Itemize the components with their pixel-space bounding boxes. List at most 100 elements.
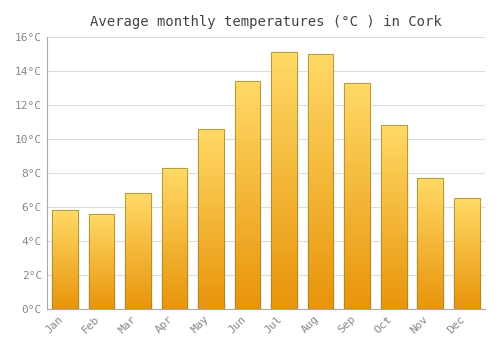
Bar <box>126 214 151 215</box>
Bar <box>418 179 443 181</box>
Bar <box>235 104 260 106</box>
Bar <box>454 198 479 200</box>
Bar <box>52 236 78 237</box>
Bar <box>162 286 188 288</box>
Bar <box>126 261 151 262</box>
Bar <box>162 257 188 258</box>
Bar <box>344 164 370 167</box>
Bar <box>344 108 370 110</box>
Bar <box>198 244 224 246</box>
Bar <box>454 220 479 222</box>
Bar <box>418 232 443 233</box>
Bar <box>162 227 188 229</box>
Bar <box>235 220 260 222</box>
Bar <box>198 174 224 176</box>
Bar <box>126 229 151 230</box>
Bar <box>381 195 406 197</box>
Bar <box>162 190 188 192</box>
Bar <box>89 247 114 248</box>
Bar <box>89 219 114 220</box>
Bar <box>454 246 479 247</box>
Bar <box>344 158 370 160</box>
Bar <box>381 162 406 164</box>
Bar <box>381 169 406 171</box>
Bar <box>308 110 334 113</box>
Bar <box>235 186 260 188</box>
Bar <box>198 280 224 282</box>
Bar <box>344 221 370 223</box>
Bar <box>52 210 78 211</box>
Bar <box>162 195 188 196</box>
Bar <box>198 300 224 302</box>
Bar <box>198 199 224 201</box>
Bar <box>52 274 78 275</box>
Bar <box>272 237 297 239</box>
Bar <box>198 224 224 226</box>
Bar <box>198 276 224 278</box>
Bar <box>381 278 406 279</box>
Bar <box>89 287 114 288</box>
Bar <box>418 208 443 209</box>
Bar <box>308 54 334 309</box>
Bar <box>89 295 114 296</box>
Bar <box>162 247 188 248</box>
Bar <box>52 286 78 287</box>
Bar <box>418 195 443 196</box>
Bar <box>89 276 114 277</box>
Bar <box>52 250 78 251</box>
Bar <box>89 231 114 232</box>
Bar <box>454 244 479 245</box>
Bar <box>198 237 224 239</box>
Bar <box>454 271 479 272</box>
Bar <box>52 225 78 226</box>
Bar <box>52 305 78 306</box>
Bar <box>344 162 370 164</box>
Bar <box>126 258 151 259</box>
Bar <box>454 260 479 261</box>
Bar <box>52 285 78 286</box>
Bar <box>52 295 78 296</box>
Bar <box>272 86 297 88</box>
Bar <box>308 133 334 135</box>
Bar <box>198 158 224 159</box>
Bar <box>381 274 406 276</box>
Bar <box>308 278 334 281</box>
Bar <box>198 138 224 140</box>
Bar <box>235 216 260 218</box>
Bar <box>272 291 297 293</box>
Bar <box>454 276 479 277</box>
Title: Average monthly temperatures (°C ) in Cork: Average monthly temperatures (°C ) in Co… <box>90 15 442 29</box>
Bar <box>52 237 78 238</box>
Bar <box>418 196 443 198</box>
Bar <box>89 264 114 265</box>
Bar <box>454 216 479 217</box>
Bar <box>126 298 151 300</box>
Bar <box>381 125 406 127</box>
Bar <box>162 210 188 211</box>
Bar <box>344 241 370 243</box>
Bar <box>454 235 479 236</box>
Bar <box>198 233 224 235</box>
Bar <box>308 179 334 181</box>
Bar <box>381 305 406 307</box>
Bar <box>162 300 188 302</box>
Bar <box>454 308 479 309</box>
Bar <box>344 191 370 194</box>
Bar <box>418 243 443 245</box>
Bar <box>344 97 370 99</box>
Bar <box>344 171 370 173</box>
Bar <box>272 227 297 229</box>
Bar <box>381 136 406 138</box>
Bar <box>52 251 78 252</box>
Bar <box>52 246 78 247</box>
Bar <box>454 270 479 271</box>
Bar <box>52 239 78 240</box>
Bar <box>308 156 334 159</box>
Bar <box>308 276 334 278</box>
Bar <box>308 82 334 85</box>
Bar <box>381 159 406 160</box>
Bar <box>381 259 406 261</box>
Bar <box>454 252 479 253</box>
Bar <box>89 263 114 264</box>
Bar <box>235 118 260 120</box>
